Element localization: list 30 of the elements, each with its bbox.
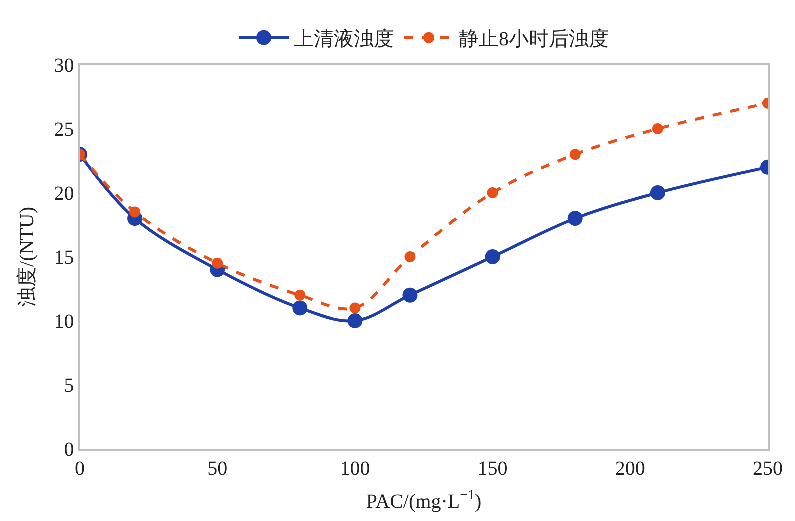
x-tick-label: 150 [478, 458, 508, 480]
legend-label: 上清液浊度 [294, 28, 394, 51]
point [652, 124, 664, 134]
point [350, 302, 361, 314]
point [650, 186, 666, 200]
y-axis-title: 浊度/(NTU) [16, 207, 38, 307]
y-tick-label: 5 [64, 375, 74, 397]
point [294, 290, 306, 301]
x-tick-label: 250 [753, 458, 783, 480]
point [487, 188, 498, 198]
point [402, 288, 418, 303]
point [292, 300, 308, 316]
point [130, 206, 141, 218]
point [568, 211, 583, 226]
point [212, 258, 224, 269]
x-axis-title: PAC/(mg·L$^{−1}$) [366, 488, 482, 513]
x-tick-label: 50 [208, 458, 228, 480]
y-tick-label: 0 [64, 439, 74, 461]
y-tick-label: 20 [54, 183, 74, 205]
y-tick-label: 10 [54, 311, 74, 333]
point [485, 250, 500, 264]
point [404, 252, 416, 262]
y-tick-label: 25 [54, 119, 74, 141]
x-tick-label: 100 [340, 458, 370, 480]
point [570, 149, 581, 160]
y-tick-label: 15 [54, 247, 74, 269]
legend-label: 静止8小时后浊度 [459, 28, 609, 51]
y-tick-label: 30 [54, 55, 74, 77]
point [348, 314, 363, 328]
x-tick-label: 200 [615, 458, 646, 480]
